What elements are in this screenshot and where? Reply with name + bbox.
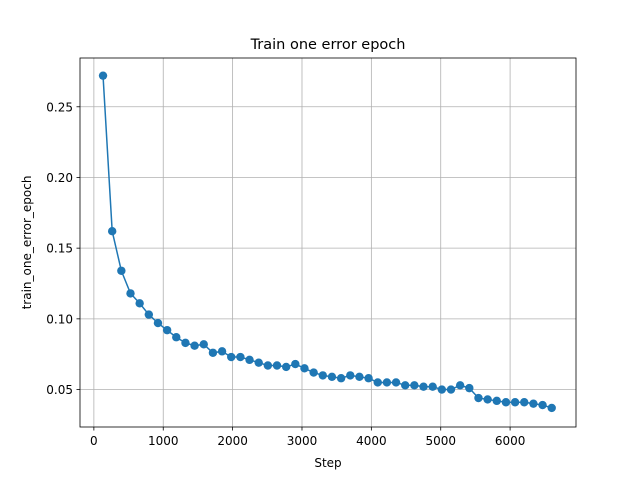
data-point bbox=[401, 381, 410, 390]
plot-frame bbox=[79, 57, 577, 428]
y-tick-label: 0.05 bbox=[46, 383, 73, 397]
x-axis-label: Step bbox=[314, 456, 341, 470]
series-layer bbox=[98, 71, 556, 413]
data-point bbox=[236, 352, 245, 362]
data-point bbox=[272, 361, 282, 370]
y-axis-label: train_one_error_epoch bbox=[20, 176, 34, 310]
data-point bbox=[547, 403, 556, 413]
data-point bbox=[355, 372, 364, 382]
data-point bbox=[117, 266, 126, 275]
data-point bbox=[300, 364, 309, 373]
data-point bbox=[217, 347, 227, 356]
data-point bbox=[199, 340, 208, 349]
data-point bbox=[391, 378, 401, 387]
x-tick-label: 4000 bbox=[356, 434, 387, 448]
data-point bbox=[437, 385, 447, 394]
x-tick-label: 2000 bbox=[217, 434, 248, 448]
data-point bbox=[162, 325, 172, 335]
data-point bbox=[181, 338, 190, 348]
data-point bbox=[309, 368, 318, 377]
data-point bbox=[419, 382, 428, 391]
data-point bbox=[263, 361, 273, 370]
data-point bbox=[153, 318, 163, 328]
data-point bbox=[98, 71, 108, 80]
data-point bbox=[327, 372, 337, 382]
data-point bbox=[291, 359, 300, 369]
x-tick-label: 6000 bbox=[495, 434, 526, 448]
y-tick-label: 0.15 bbox=[46, 242, 73, 256]
data-point bbox=[382, 378, 392, 387]
data-point bbox=[254, 358, 263, 367]
data-point bbox=[126, 289, 135, 298]
data-point bbox=[529, 399, 538, 408]
data-point bbox=[107, 226, 117, 236]
grid-layer bbox=[80, 58, 576, 427]
data-point bbox=[483, 395, 492, 404]
data-point bbox=[455, 381, 465, 390]
data-point bbox=[346, 371, 355, 380]
y-tick-label: 0.20 bbox=[46, 171, 73, 185]
x-tick-label: 0 bbox=[90, 434, 98, 448]
data-point bbox=[144, 310, 154, 319]
data-point bbox=[364, 374, 373, 383]
data-point bbox=[428, 382, 437, 391]
x-tick-label: 3000 bbox=[287, 434, 318, 448]
tick-layer: 0 1000 2000 3000 4000 5000 6000 0.05 0.10 0.15 0.2… bbox=[46, 100, 525, 448]
y-tick-label: 0.10 bbox=[46, 312, 73, 326]
data-point bbox=[208, 348, 218, 357]
x-tick-label: 1000 bbox=[148, 434, 179, 448]
data-point bbox=[465, 383, 474, 393]
data-point bbox=[336, 374, 346, 383]
data-point bbox=[135, 299, 144, 308]
data-point bbox=[492, 396, 501, 406]
data-point bbox=[245, 355, 254, 365]
x-tick-label: 5000 bbox=[425, 434, 456, 448]
data-point bbox=[538, 400, 547, 410]
data-point bbox=[172, 333, 181, 342]
data-point bbox=[281, 362, 291, 372]
data-point bbox=[227, 352, 236, 362]
data-point bbox=[318, 371, 327, 380]
data-point bbox=[446, 385, 456, 394]
data-point bbox=[520, 398, 529, 407]
data-point bbox=[373, 378, 382, 387]
data-point bbox=[474, 393, 483, 403]
data-point bbox=[501, 398, 511, 407]
data-point bbox=[510, 398, 520, 407]
chart-title: Train one error epoch bbox=[250, 37, 406, 53]
y-tick-label: 0.25 bbox=[46, 100, 73, 114]
data-point bbox=[190, 341, 199, 350]
data-point bbox=[410, 381, 419, 390]
series-line bbox=[102, 75, 552, 409]
